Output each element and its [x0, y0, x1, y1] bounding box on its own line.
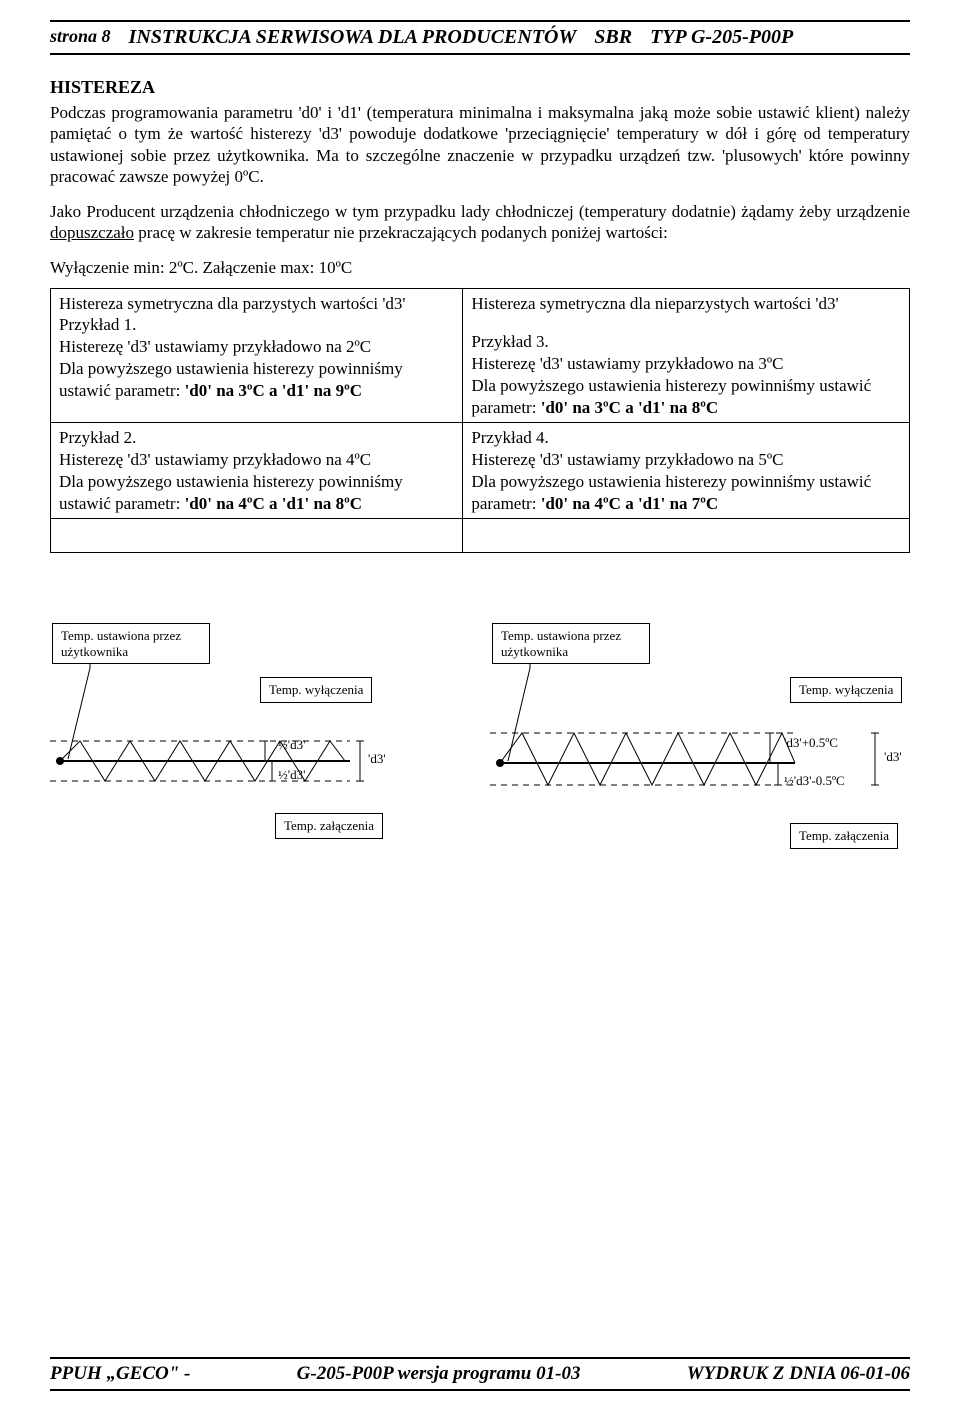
para2-underline: dopuszczało [50, 223, 134, 242]
label-half-d3-minus: ½'d3'-0.5ºC [784, 773, 845, 789]
label-half-d3-upper: ½'d3' [278, 737, 305, 753]
min-max-line: Wyłączenie min: 2ºC. Załączenie max: 10º… [50, 258, 910, 278]
para2-post: pracę w zakresie temperatur nie przekrac… [134, 223, 668, 242]
example-text: Dla powyższego ustawienia histerezy powi… [471, 471, 901, 515]
example-text: Dla powyższego ustawienia histerezy powi… [471, 375, 901, 419]
diagram-right: Temp. ustawiona przez użytkownika Temp. … [490, 623, 910, 883]
examples-table: Histereza symetryczna dla parzystych war… [50, 288, 910, 554]
page-footer: PPUH „GECO" - G-205-P00P wersja programu… [50, 1357, 910, 1391]
diagram-left: Temp. ustawiona przez użytkownika Temp. … [50, 623, 470, 883]
example-text: Histerezę 'd3' ustawiamy przykładowo na … [471, 353, 901, 375]
page-number: strona 8 [50, 26, 111, 49]
box-temp-wyl: Temp. wyłączenia [260, 677, 372, 703]
example-label: Przykład 2. [59, 427, 454, 449]
box-temp-zal: Temp. załączenia [790, 823, 898, 849]
doc-typ: TYP G-205-P00P [650, 26, 793, 49]
example-text: Histerezę 'd3' ustawiamy przykładowo na … [471, 449, 901, 471]
label-d3: 'd3' [368, 751, 386, 767]
diagrams-row: Temp. ustawiona przez użytkownika Temp. … [50, 623, 910, 883]
footer-right: WYDRUK Z DNIA 06-01-06 [687, 1363, 910, 1385]
page-header: strona 8 INSTRUKCJA SERWISOWA DLA PRODUC… [50, 24, 910, 51]
box-user-temp: Temp. ustawiona przez użytkownika [492, 623, 650, 664]
example-text: Histerezę 'd3' ustawiamy przykładowo na … [59, 336, 454, 358]
paragraph-2: Jako Producent urządzenia chłodniczego w… [50, 201, 910, 244]
label-half-d3-lower: ½'d3' [278, 767, 305, 783]
para2-pre: Jako Producent urządzenia chłodniczego w… [50, 202, 910, 221]
footer-left: PPUH „GECO" - [50, 1363, 190, 1385]
cell-heading: Histereza symetryczna dla parzystych war… [59, 293, 454, 315]
example-label: Przykład 1. [59, 314, 454, 336]
doc-title: INSTRUKCJA SERWISOWA DLA PRODUCENTÓW [129, 26, 577, 49]
section-title: HISTEREZA [50, 77, 910, 98]
paragraph-1: Podczas programowania parametru 'd0' i '… [50, 102, 910, 187]
doc-sbr: SBR [594, 26, 632, 49]
example-text: Histerezę 'd3' ustawiamy przykładowo na … [59, 449, 454, 471]
example-label: Przykład 4. [471, 427, 901, 449]
label-d3-plus: 'd3'+0.5ºC [784, 735, 838, 751]
footer-mid: G-205-P00P wersja programu 01-03 [297, 1363, 581, 1385]
example-text: Dla powyższego ustawienia histerezy powi… [59, 358, 454, 402]
label-d3: 'd3' [884, 749, 902, 765]
example-text: Dla powyższego ustawienia histerezy powi… [59, 471, 454, 515]
cell-heading: Histereza symetryczna dla nieparzystych … [471, 293, 901, 315]
example-label: Przykład 3. [471, 331, 901, 353]
box-temp-wyl: Temp. wyłączenia [790, 677, 902, 703]
box-temp-zal: Temp. załączenia [275, 813, 383, 839]
box-user-temp: Temp. ustawiona przez użytkownika [52, 623, 210, 664]
